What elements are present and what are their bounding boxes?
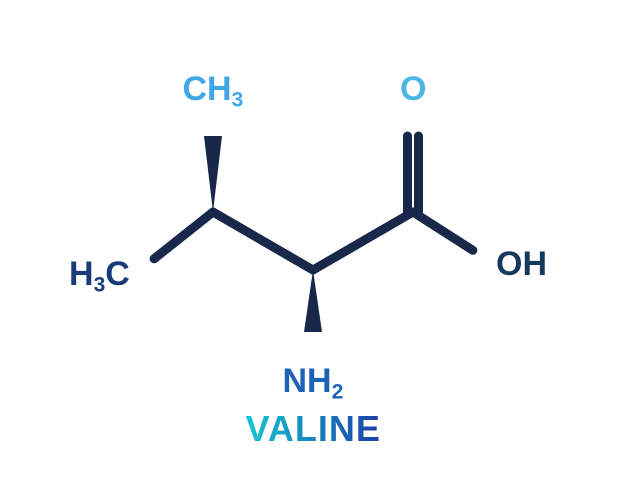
bond-single [413,212,473,250]
bond-single [313,212,413,270]
label-nh2: NH2 [283,364,344,398]
diagram-stage: CH3 O H3C OH NH2 VALINE [0,0,626,502]
bond-single [213,212,313,270]
label-h3c: H3C [69,257,130,291]
label-ch3-top: CH3 [183,72,244,106]
molecule-title: VALINE [246,408,381,450]
bond-wedge [304,270,322,332]
label-o-double: O [400,72,426,106]
bond-single [154,212,213,259]
label-oh: OH [496,247,547,281]
bond-wedge [204,136,222,212]
